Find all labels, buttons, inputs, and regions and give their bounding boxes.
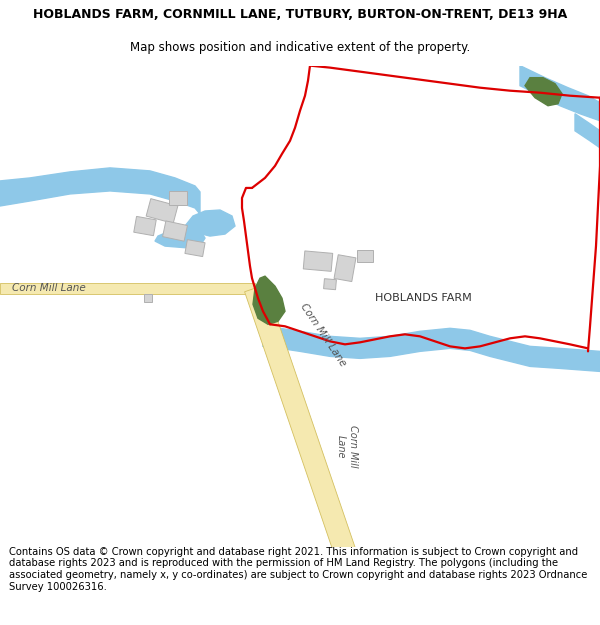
- Polygon shape: [303, 251, 333, 271]
- Polygon shape: [253, 276, 285, 324]
- Polygon shape: [575, 114, 600, 148]
- Polygon shape: [146, 199, 178, 223]
- Polygon shape: [144, 294, 152, 302]
- Text: Corn Mill
Lane: Corn Mill Lane: [336, 425, 358, 468]
- Polygon shape: [0, 168, 200, 214]
- Text: HOBLANDS FARM, CORNMILL LANE, TUTBURY, BURTON-ON-TRENT, DE13 9HA: HOBLANDS FARM, CORNMILL LANE, TUTBURY, B…: [33, 8, 567, 21]
- Polygon shape: [334, 255, 356, 282]
- Polygon shape: [357, 250, 373, 262]
- Text: Corn Mill Lane: Corn Mill Lane: [298, 301, 347, 368]
- Polygon shape: [134, 216, 156, 236]
- Polygon shape: [169, 191, 187, 205]
- Polygon shape: [520, 66, 600, 121]
- Text: Corn Mill Lane: Corn Mill Lane: [12, 283, 86, 293]
- Polygon shape: [323, 279, 337, 290]
- Text: Map shows position and indicative extent of the property.: Map shows position and indicative extent…: [130, 41, 470, 54]
- Text: HOBLANDS FARM: HOBLANDS FARM: [375, 293, 472, 303]
- Polygon shape: [263, 326, 600, 371]
- Polygon shape: [185, 239, 205, 257]
- Polygon shape: [0, 283, 255, 294]
- Polygon shape: [185, 210, 235, 236]
- Text: Contains OS data © Crown copyright and database right 2021. This information is : Contains OS data © Crown copyright and d…: [9, 547, 587, 592]
- Polygon shape: [525, 78, 562, 106]
- Polygon shape: [163, 221, 187, 241]
- Polygon shape: [245, 284, 355, 556]
- Polygon shape: [155, 228, 205, 248]
